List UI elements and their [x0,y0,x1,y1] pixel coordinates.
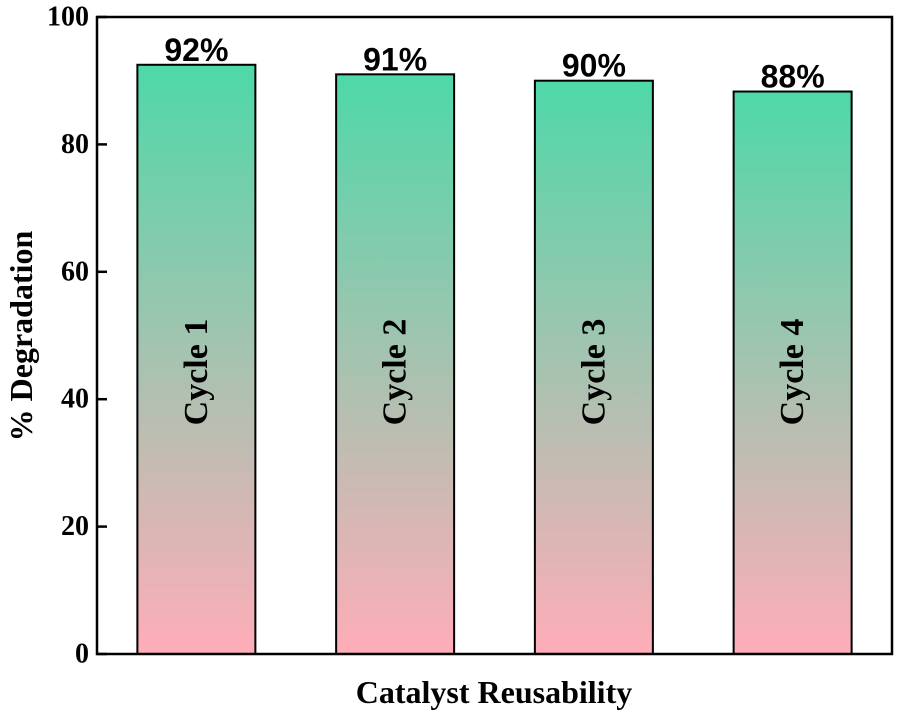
y-tick-label: 20 [61,511,89,542]
y-tick-label: 40 [61,384,89,415]
data-label-4: 88% [761,59,825,95]
data-label-3: 90% [562,48,626,84]
bar-1 [136,63,257,655]
plot-frame [95,15,894,656]
y-tick-label: 60 [61,256,89,287]
bars-group [136,63,853,656]
y-tick-label: 0 [75,639,89,670]
bar-4 [732,90,853,656]
data-labels-group: 92% 91% 90% 88% [164,32,824,95]
bar-2 [335,73,456,655]
y-axis-ticks: 0 20 40 60 80 100 [47,2,107,670]
category-label-3: Cycle 3 [575,319,612,426]
y-tick-label: 100 [47,2,89,33]
y-axis-title: % Degradation [3,230,39,441]
category-label-1: Cycle 1 [178,319,215,426]
y-tick-label: 80 [61,129,89,160]
data-label-2: 91% [363,41,427,77]
data-label-1: 92% [164,32,228,68]
category-labels-group: Cycle 1 Cycle 2 Cycle 3 Cycle 4 [178,319,811,426]
bar-3 [533,79,654,655]
x-axis-title: Catalyst Reusability [356,674,632,710]
category-label-4: Cycle 4 [774,319,811,426]
category-label-2: Cycle 2 [377,319,414,426]
